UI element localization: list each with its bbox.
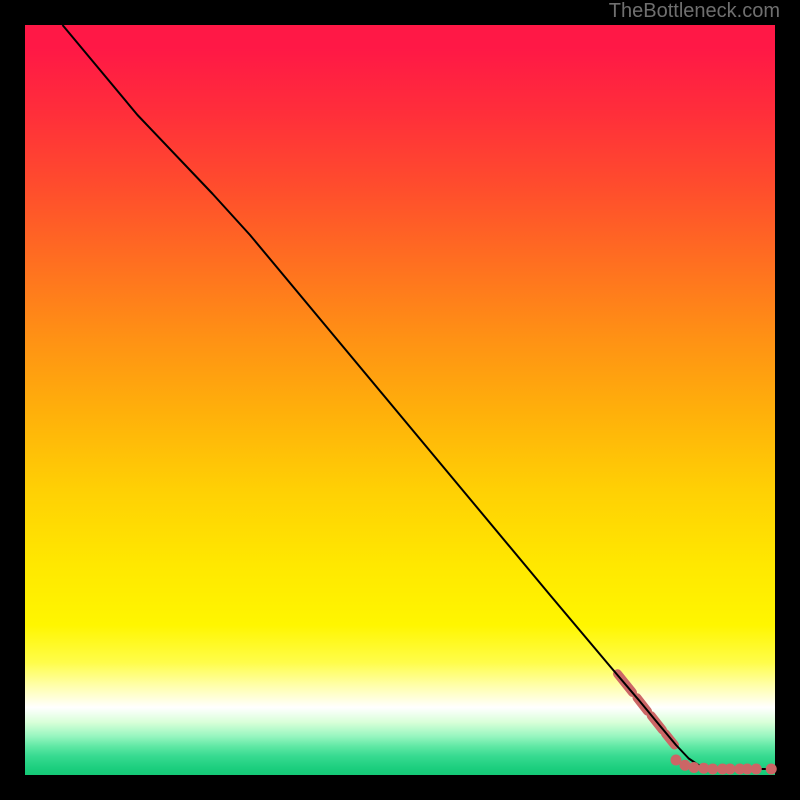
plot-background (25, 25, 775, 775)
chart-container: TheBottleneck.com (0, 0, 800, 800)
scatter-point (707, 764, 718, 775)
scatter-point (725, 764, 736, 775)
scatter-point (751, 764, 762, 775)
scatter-point (689, 762, 700, 773)
scatter-point (766, 764, 777, 775)
attribution-label: TheBottleneck.com (609, 0, 780, 23)
bottleneck-curve-chart (0, 0, 800, 800)
